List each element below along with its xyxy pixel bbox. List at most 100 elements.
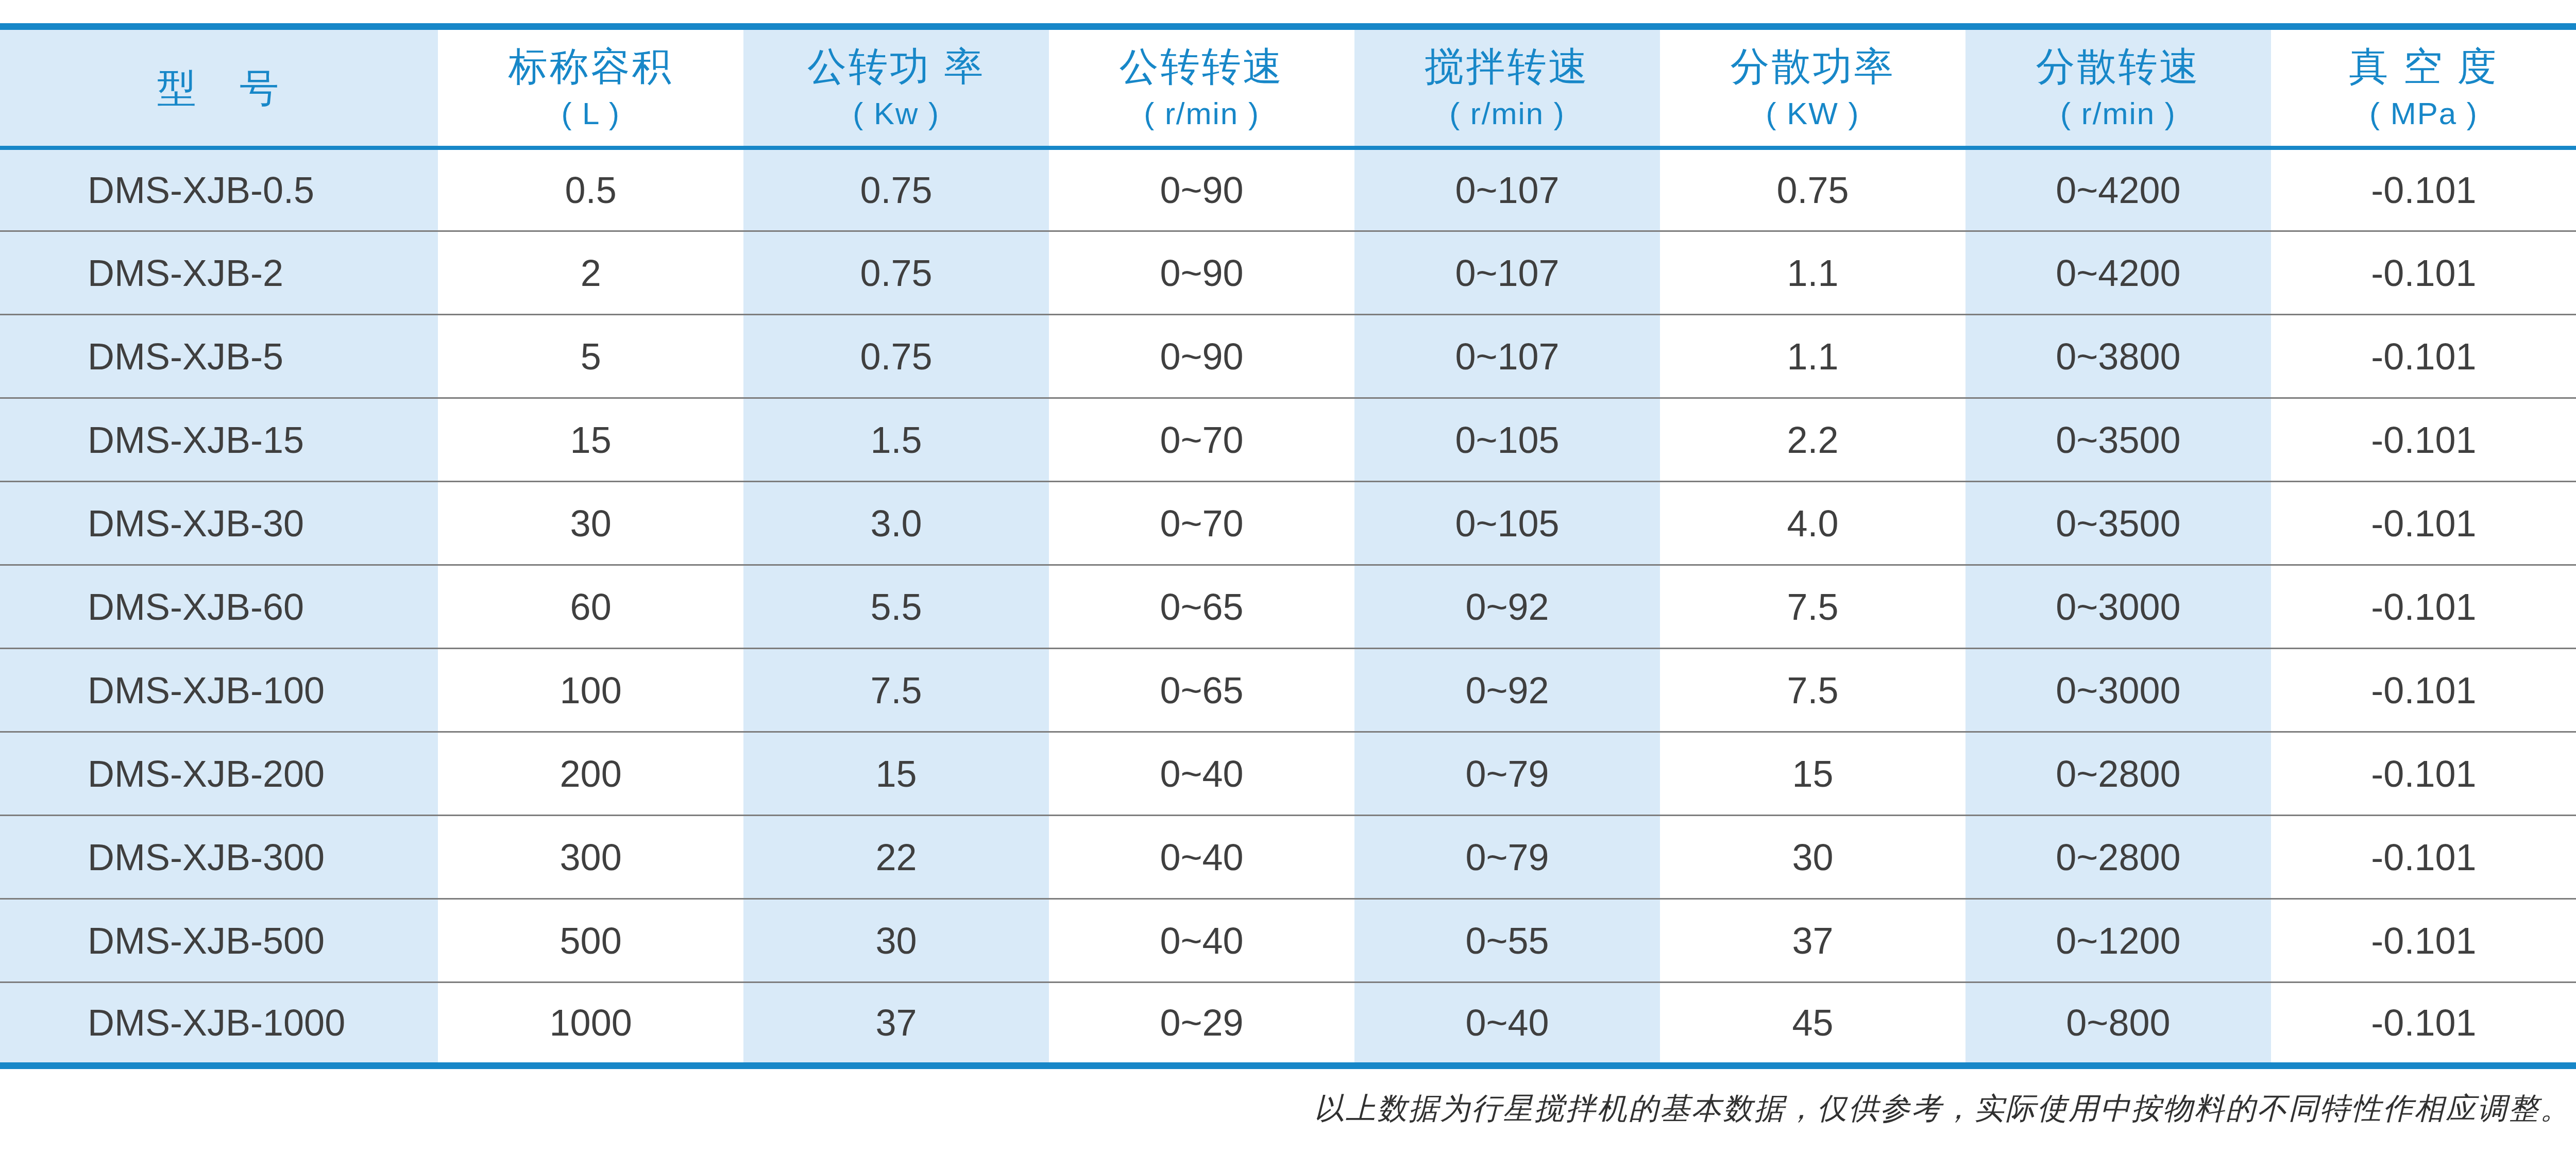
- value-cell: 2.2: [1660, 398, 1965, 482]
- value-cell: 2: [438, 231, 743, 315]
- value-cell: 0~90: [1049, 231, 1354, 315]
- table-row-2: DMS-XJB-550.750~900~1071.10~3800-0.101: [0, 315, 2576, 398]
- model-cell: DMS-XJB-200: [0, 732, 438, 816]
- table-row-0: DMS-XJB-0.50.50.750~900~1070.750~4200-0.…: [0, 148, 2576, 231]
- table-row-6: DMS-XJB-1001007.50~650~927.50~3000-0.101: [0, 649, 2576, 732]
- table-row-5: DMS-XJB-60605.50~650~927.50~3000-0.101: [0, 565, 2576, 649]
- value-cell: 0~3500: [1965, 482, 2271, 565]
- column-unit: ( L ): [438, 96, 743, 131]
- column-header-6: 分散转速 ( r/min ): [1965, 27, 2271, 148]
- column-header-2: 公转功 率 ( Kw ): [743, 27, 1049, 148]
- spec-table-body: DMS-XJB-0.50.50.750~900~1070.750~4200-0.…: [0, 148, 2576, 1066]
- value-cell: 15: [438, 398, 743, 482]
- value-cell: -0.101: [2271, 148, 2576, 231]
- column-header-5: 分散功率 ( KW ): [1660, 27, 1965, 148]
- value-cell: 0.75: [743, 231, 1049, 315]
- value-cell: 1.1: [1660, 315, 1965, 398]
- column-header-7: 真 空 度 ( MPa ): [2271, 27, 2576, 148]
- table-row-4: DMS-XJB-30303.00~700~1054.00~3500-0.101: [0, 482, 2576, 565]
- value-cell: 0~70: [1049, 398, 1354, 482]
- column-title: 分散转速: [1965, 44, 2271, 89]
- value-cell: 1000: [438, 982, 743, 1066]
- table-row-3: DMS-XJB-15151.50~700~1052.20~3500-0.101: [0, 398, 2576, 482]
- footnote: 以上数据为行星搅拌机的基本数据，仅供参考，实际使用中按物料的不同特性作相应调整。: [0, 1089, 2576, 1129]
- value-cell: 0.75: [743, 148, 1049, 231]
- column-title: 型 号: [0, 65, 438, 110]
- value-cell: 0~3800: [1965, 315, 2271, 398]
- value-cell: 5.5: [743, 565, 1049, 649]
- value-cell: 0~92: [1354, 565, 1660, 649]
- value-cell: 1.5: [743, 398, 1049, 482]
- column-title: 真 空 度: [2271, 44, 2576, 89]
- value-cell: 0~40: [1049, 732, 1354, 816]
- column-unit: ( r/min ): [1965, 96, 2271, 131]
- model-cell: DMS-XJB-500: [0, 899, 438, 982]
- column-header-1: 标称容积( L ): [438, 27, 743, 148]
- value-cell: 15: [1660, 732, 1965, 816]
- value-cell: 500: [438, 899, 743, 982]
- value-cell: 0~40: [1049, 899, 1354, 982]
- value-cell: 0~90: [1049, 148, 1354, 231]
- value-cell: 0~4200: [1965, 231, 2271, 315]
- value-cell: 5: [438, 315, 743, 398]
- column-title: 公转转速: [1049, 44, 1354, 89]
- value-cell: 3.0: [743, 482, 1049, 565]
- table-row-10: DMS-XJB-10001000370~290~40450~800-0.101: [0, 982, 2576, 1066]
- value-cell: 0~40: [1354, 982, 1660, 1066]
- value-cell: 0~65: [1049, 649, 1354, 732]
- value-cell: 15: [743, 732, 1049, 816]
- table-row-8: DMS-XJB-300300220~400~79300~2800-0.101: [0, 816, 2576, 899]
- column-unit: ( KW ): [1660, 96, 1965, 131]
- column-unit: ( MPa ): [2271, 96, 2576, 131]
- value-cell: 0~4200: [1965, 148, 2271, 231]
- model-cell: DMS-XJB-300: [0, 816, 438, 899]
- model-cell: DMS-XJB-100: [0, 649, 438, 732]
- model-cell: DMS-XJB-60: [0, 565, 438, 649]
- value-cell: 7.5: [1660, 649, 1965, 732]
- value-cell: -0.101: [2271, 982, 2576, 1066]
- value-cell: -0.101: [2271, 565, 2576, 649]
- column-header-4: 搅拌转速( r/min ): [1354, 27, 1660, 148]
- column-title: 公转功 率: [743, 44, 1049, 89]
- column-title: 分散功率: [1660, 44, 1965, 89]
- spec-table: 型 号标称容积( L )公转功 率( Kw )公转转速( r/min )搅拌转速…: [0, 23, 2576, 1069]
- value-cell: 0~90: [1049, 315, 1354, 398]
- value-cell: 0~2800: [1965, 732, 2271, 816]
- value-cell: 0~79: [1354, 816, 1660, 899]
- value-cell: 0~2800: [1965, 816, 2271, 899]
- column-header-0: 型 号: [0, 27, 438, 148]
- value-cell: 60: [438, 565, 743, 649]
- column-unit: ( r/min ): [1049, 96, 1354, 131]
- value-cell: 7.5: [743, 649, 1049, 732]
- value-cell: -0.101: [2271, 231, 2576, 315]
- column-unit: ( Kw ): [743, 96, 1049, 131]
- value-cell: 0~107: [1354, 315, 1660, 398]
- value-cell: 37: [1660, 899, 1965, 982]
- value-cell: 7.5: [1660, 565, 1965, 649]
- value-cell: 300: [438, 816, 743, 899]
- spec-table-header: 型 号标称容积( L )公转功 率( Kw )公转转速( r/min )搅拌转速…: [0, 27, 2576, 148]
- model-cell: DMS-XJB-30: [0, 482, 438, 565]
- value-cell: 30: [743, 899, 1049, 982]
- value-cell: 0~79: [1354, 732, 1660, 816]
- column-unit: ( r/min ): [1354, 96, 1660, 131]
- value-cell: 0~3000: [1965, 565, 2271, 649]
- model-cell: DMS-XJB-0.5: [0, 148, 438, 231]
- value-cell: 22: [743, 816, 1049, 899]
- value-cell: 1.1: [1660, 231, 1965, 315]
- table-row-1: DMS-XJB-220.750~900~1071.10~4200-0.101: [0, 231, 2576, 315]
- model-cell: DMS-XJB-15: [0, 398, 438, 482]
- value-cell: 0~92: [1354, 649, 1660, 732]
- value-cell: 0~55: [1354, 899, 1660, 982]
- value-cell: 100: [438, 649, 743, 732]
- value-cell: 0~105: [1354, 482, 1660, 565]
- table-row-9: DMS-XJB-500500300~400~55370~1200-0.101: [0, 899, 2576, 982]
- value-cell: 4.0: [1660, 482, 1965, 565]
- value-cell: 0~29: [1049, 982, 1354, 1066]
- value-cell: 0~3000: [1965, 649, 2271, 732]
- value-cell: 0.5: [438, 148, 743, 231]
- value-cell: 0~800: [1965, 982, 2271, 1066]
- value-cell: -0.101: [2271, 816, 2576, 899]
- value-cell: 200: [438, 732, 743, 816]
- value-cell: 0.75: [1660, 148, 1965, 231]
